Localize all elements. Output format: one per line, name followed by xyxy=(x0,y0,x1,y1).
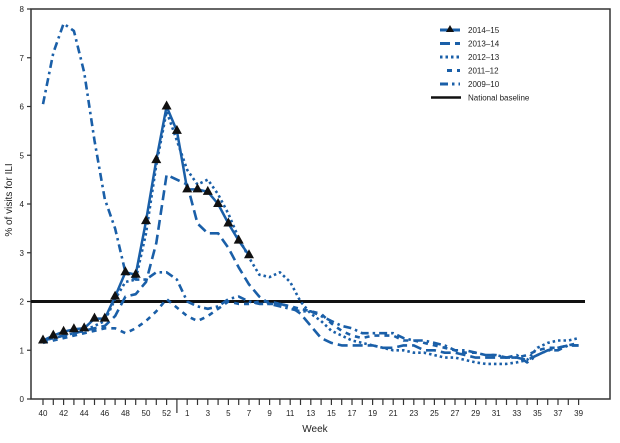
data-point-triangle xyxy=(99,312,110,322)
x-tick-label: 1 xyxy=(185,409,190,418)
data-point-triangle xyxy=(192,183,203,193)
x-tick-label: 25 xyxy=(430,409,439,418)
series-lines xyxy=(31,22,585,366)
legend-label: 2014–15 xyxy=(468,26,500,35)
data-point-triangle xyxy=(233,234,244,244)
data-point-triangle xyxy=(120,266,131,276)
series-line-2012–13 xyxy=(42,110,579,366)
x-tick-label: 3 xyxy=(206,409,211,418)
x-tick-label: 21 xyxy=(389,409,398,418)
x-tick-label: 35 xyxy=(533,409,542,418)
legend-triangle-icon xyxy=(446,25,454,32)
data-point-triangle xyxy=(58,325,69,335)
y-tick-label: 2 xyxy=(20,298,25,307)
x-tick-label: 44 xyxy=(80,409,89,418)
x-tick-label: 29 xyxy=(471,409,480,418)
x-tick-label: 37 xyxy=(554,409,563,418)
legend-label: National baseline xyxy=(468,94,530,103)
data-point-triangle xyxy=(48,329,59,339)
x-tick-label: 46 xyxy=(100,409,109,418)
y-tick-label: 5 xyxy=(20,151,25,160)
legend-label: 2011–12 xyxy=(468,67,499,76)
plot-frame xyxy=(30,8,611,400)
x-tick-label: 27 xyxy=(451,409,460,418)
data-point-triangle xyxy=(202,185,213,195)
y-axis-label: % of visits for ILI xyxy=(4,163,15,236)
y-tick-label: 3 xyxy=(20,249,25,258)
x-tick-label: 11 xyxy=(286,409,295,418)
data-point-triangle xyxy=(130,268,141,278)
y-tick-label: 8 xyxy=(20,5,25,14)
y-tick-label: 1 xyxy=(20,346,25,355)
x-tick-label: 40 xyxy=(39,409,48,418)
data-point-triangle xyxy=(110,290,121,300)
data-point-triangle xyxy=(151,154,162,164)
x-tick-label: 7 xyxy=(247,409,252,418)
legend-label: 2012–13 xyxy=(468,53,500,62)
x-tick-label: 15 xyxy=(327,409,336,418)
series-line-2013–14 xyxy=(42,173,579,362)
x-tick-label: 50 xyxy=(142,409,151,418)
legend-label: 2009–10 xyxy=(468,80,500,89)
x-tick-label: 52 xyxy=(162,409,171,418)
x-axis-label: Week xyxy=(302,424,328,435)
data-point-triangle xyxy=(161,100,172,110)
x-tick-label: 39 xyxy=(574,409,583,418)
x-tick-label: 17 xyxy=(348,409,357,418)
x-tick-label: 31 xyxy=(492,409,501,418)
data-point-triangle xyxy=(244,249,254,259)
x-tick-label: 33 xyxy=(512,409,521,418)
y-tick-label: 0 xyxy=(20,395,25,404)
x-tick-label: 5 xyxy=(226,409,231,418)
data-point-triangle xyxy=(38,334,48,344)
legend-label: 2013–14 xyxy=(468,40,500,49)
data-point-triangle xyxy=(182,183,193,193)
x-tick-label: 13 xyxy=(306,409,315,418)
data-point-triangle xyxy=(223,217,234,227)
legend: 2014–15 2013–14 2012–13 2011–12 2009–10 Natio… xyxy=(431,25,530,103)
y-tick-label: 7 xyxy=(20,54,25,63)
data-point-triangle xyxy=(79,322,90,332)
data-point-triangle xyxy=(213,198,224,207)
x-tick-label: 23 xyxy=(409,409,418,418)
y-tick-label: 6 xyxy=(20,103,25,112)
y-tick-label: 4 xyxy=(20,200,25,209)
data-point-triangle xyxy=(68,323,79,333)
x-tick-label: 48 xyxy=(121,409,130,418)
series-line-2011–12 xyxy=(42,297,579,359)
data-point-triangle xyxy=(89,312,100,322)
data-point-triangle xyxy=(171,124,182,134)
x-tick-label: 9 xyxy=(267,409,272,418)
x-tick-label: 19 xyxy=(368,409,377,418)
x-tick-label: 42 xyxy=(59,409,68,418)
data-point-triangle xyxy=(141,215,151,225)
